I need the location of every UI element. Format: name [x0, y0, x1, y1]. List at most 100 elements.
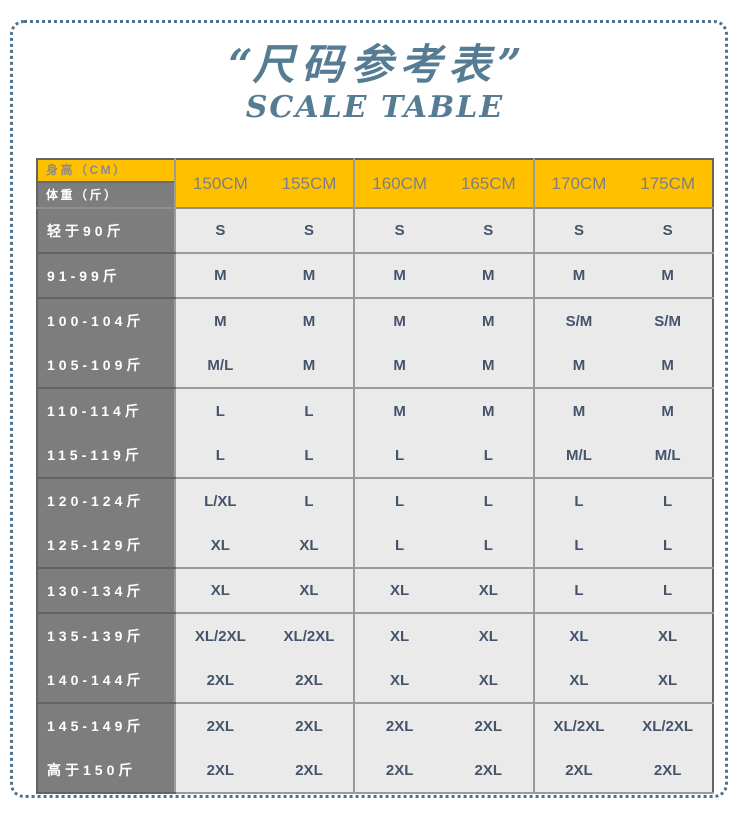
size-value-cell: XL [532, 613, 624, 658]
size-value-cell: XL [443, 658, 534, 703]
weight-range-label: 130-134斤 [37, 568, 175, 614]
size-value-cell: 2XL [532, 748, 624, 793]
corner-header-cell: 身高（CM） 体重（斤） [37, 159, 175, 208]
size-value-cell: L [443, 478, 534, 523]
table-row: 125-129斤 XL XL L L L L [37, 523, 713, 569]
size-value-cell: XL/2XL [174, 613, 265, 658]
table-row: 120-124斤 L/XL L L L L L [37, 478, 713, 523]
size-value-cell: XL [353, 658, 444, 703]
chinese-title-text: 尺码参考表 [252, 41, 498, 88]
size-value-cell: 2XL [174, 748, 265, 793]
size-value-cell: M/L [623, 433, 713, 478]
size-value-cell: XL [443, 613, 534, 658]
size-value-cell: XL [443, 568, 534, 613]
size-value-cell: L [264, 478, 355, 523]
size-value-cell: M [264, 253, 355, 298]
size-value-cell: 2XL [353, 748, 444, 793]
table-row: 110-114斤 L L M M M M [37, 388, 713, 433]
size-value-cell: XL [174, 523, 265, 568]
size-value-cell: XL [623, 658, 713, 703]
open-quote: “ [228, 40, 253, 89]
size-value-cell: 2XL [623, 748, 713, 793]
weight-range-label: 91-99斤 [37, 253, 175, 299]
size-value-cell: M [532, 253, 624, 298]
size-value-cell: S [264, 208, 355, 253]
size-value-cell: M [443, 343, 534, 388]
size-value-cell: S [353, 208, 444, 253]
size-value-cell: M [353, 388, 444, 433]
size-value-cell: M [443, 298, 534, 343]
size-value-cell: L [443, 523, 534, 568]
size-value-cell: L [353, 478, 444, 523]
weight-range-label: 105-109斤 [37, 343, 175, 389]
size-value-cell: L [623, 523, 713, 568]
size-value-cell: 2XL [443, 703, 534, 748]
weight-range-label: 115-119斤 [37, 433, 175, 479]
size-value-cell: M [353, 343, 444, 388]
size-value-cell: S [443, 208, 534, 253]
height-header-label: 身高（CM） [38, 160, 174, 183]
height-column-header: 160CM [353, 159, 444, 208]
weight-range-label: 125-129斤 [37, 523, 175, 569]
table-row: 135-139斤 XL/2XL XL/2XL XL XL XL XL [37, 613, 713, 658]
page-title-block: “尺码参考表” SCALE TABLE [0, 40, 750, 126]
size-value-cell: L [353, 433, 444, 478]
size-value-cell: 2XL [264, 703, 355, 748]
size-value-cell: M [353, 298, 444, 343]
size-value-cell: L [174, 388, 265, 433]
weight-range-label: 120-124斤 [37, 478, 175, 523]
table-row: 高于150斤 2XL 2XL 2XL 2XL 2XL 2XL [37, 748, 713, 794]
weight-range-label: 140-144斤 [37, 658, 175, 704]
height-column-header: 155CM [264, 159, 355, 208]
weight-range-label: 135-139斤 [37, 613, 175, 658]
size-value-cell: XL/2XL [264, 613, 355, 658]
size-value-cell: 2XL [443, 748, 534, 793]
size-value-cell: L [532, 478, 624, 523]
size-value-cell: L [174, 433, 265, 478]
size-value-cell: XL [264, 523, 355, 568]
weight-range-label: 高于150斤 [37, 748, 175, 794]
height-column-header: 150CM [174, 159, 265, 208]
size-value-cell: S/M [623, 298, 713, 343]
weight-range-label: 轻于90斤 [37, 208, 175, 254]
size-value-cell: 2XL [264, 658, 355, 703]
weight-range-label: 110-114斤 [37, 388, 175, 433]
size-value-cell: L [532, 568, 624, 613]
weight-range-label: 100-104斤 [37, 298, 175, 343]
size-value-cell: L [264, 433, 355, 478]
table-row: 115-119斤 L L L L M/L M/L [37, 433, 713, 479]
height-column-header: 165CM [443, 159, 534, 208]
size-value-cell: 2XL [174, 658, 265, 703]
table-row: 140-144斤 2XL 2XL XL XL XL XL [37, 658, 713, 704]
english-subtitle: SCALE TABLE [245, 90, 505, 126]
height-column-header: 170CM [532, 159, 624, 208]
size-value-cell: L [623, 568, 713, 613]
size-value-cell: M [623, 343, 713, 388]
size-reference-table: 身高（CM） 体重（斤） 150CM 155CM 160CM 165CM 170CM 17… [36, 158, 714, 794]
size-value-cell: M [623, 253, 713, 298]
chinese-title: “尺码参考表” [0, 40, 750, 89]
height-column-header: 175CM [623, 159, 713, 208]
close-quote: ” [497, 40, 522, 89]
size-value-cell: L [264, 388, 355, 433]
size-value-cell: S/M [532, 298, 624, 343]
size-value-cell: S [174, 208, 265, 253]
size-value-cell: XL [174, 568, 265, 613]
size-value-cell: M [353, 253, 444, 298]
size-value-cell: L [532, 523, 624, 568]
size-value-cell: M/L [532, 433, 624, 478]
size-value-cell: XL [353, 613, 444, 658]
size-value-cell: L [353, 523, 444, 568]
size-value-cell: 2XL [353, 703, 444, 748]
table-row: 100-104斤 M M M M S/M S/M [37, 298, 713, 343]
size-value-cell: L [623, 478, 713, 523]
size-value-cell: XL/2XL [623, 703, 713, 748]
size-value-cell: XL [623, 613, 713, 658]
size-value-cell: M [174, 253, 265, 298]
size-value-cell: M [264, 343, 355, 388]
size-value-cell: M [443, 388, 534, 433]
size-value-cell: M [443, 253, 534, 298]
size-value-cell: S [623, 208, 713, 253]
table-row: 145-149斤 2XL 2XL 2XL 2XL XL/2XL XL/2XL [37, 703, 713, 748]
size-value-cell: M [174, 298, 265, 343]
